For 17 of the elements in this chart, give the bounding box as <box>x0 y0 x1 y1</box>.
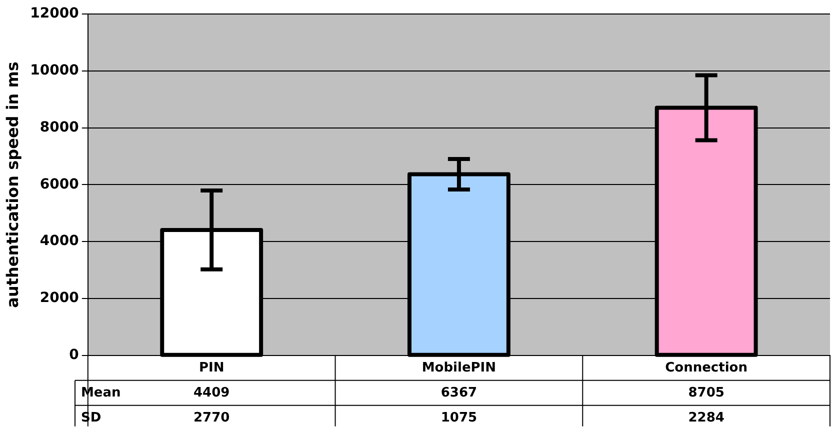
y-tick-label: 0 <box>69 347 80 364</box>
text: 2284 <box>688 410 724 426</box>
x-tick-label: MobilePIN <box>422 360 496 376</box>
y-tick-label: 4000 <box>40 233 80 250</box>
y-tick-label: 8000 <box>40 119 80 136</box>
text: 2770 <box>193 410 230 426</box>
data-label: 8705 <box>688 385 724 400</box>
x-tick-label: PIN <box>198 360 224 376</box>
y-tick-label: 6000 <box>40 176 80 192</box>
data-label: 4409 <box>193 385 230 400</box>
y-tick-label: 10000 <box>30 62 80 79</box>
data-label: 6367 <box>440 385 478 400</box>
y-tick-label: 2000 <box>40 290 80 306</box>
text: 1075 <box>440 410 478 426</box>
x-tick-label: Connection <box>665 360 748 376</box>
y-tick-label: 12000 <box>30 6 80 22</box>
y-axis-title: authentication speed in ms <box>2 62 22 308</box>
